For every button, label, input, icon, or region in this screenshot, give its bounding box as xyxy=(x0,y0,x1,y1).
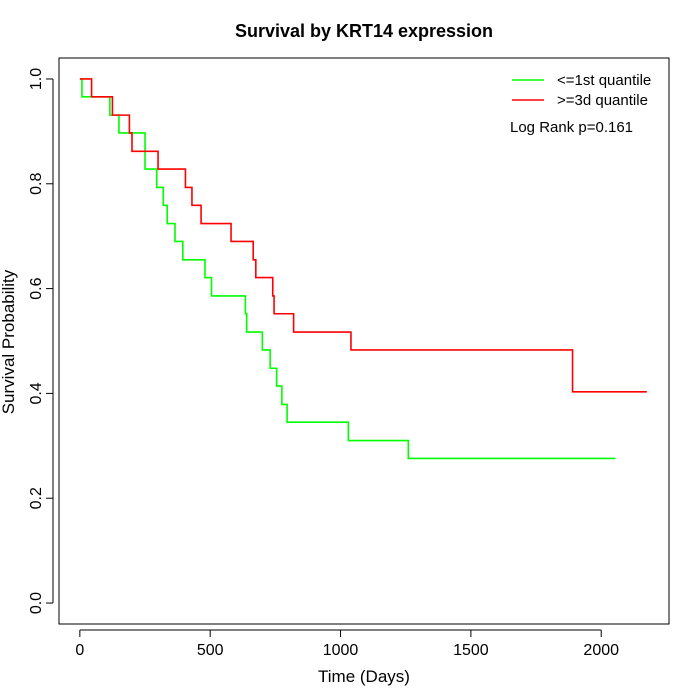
y-axis: 0.0 0.2 0.4 0.6 0.8 1.0 xyxy=(28,68,54,614)
legend: <=1st quantile >=3d quantile xyxy=(512,72,651,109)
chart-title: Survival by KRT14 expression xyxy=(235,21,493,41)
x-axis-label: Time (Days) xyxy=(318,667,410,686)
x-tick-label: 1500 xyxy=(453,642,489,659)
x-tick-label: 1000 xyxy=(323,642,359,659)
log-rank-annotation: Log Rank p=0.161 xyxy=(510,119,633,136)
series-layer xyxy=(79,78,647,460)
y-tick-label: 0.4 xyxy=(28,382,45,404)
series-line-2 xyxy=(79,78,647,393)
y-axis-label: Survival Probability xyxy=(0,269,18,414)
legend-label-2: >=3d quantile xyxy=(557,92,648,109)
x-axis: 0 500 1000 1500 2000 xyxy=(75,629,619,659)
legend-label-1: <=1st quantile xyxy=(557,72,651,89)
x-tick-label: 2000 xyxy=(583,642,619,659)
y-tick-label: 0.2 xyxy=(28,487,45,509)
series-line-1 xyxy=(79,78,616,460)
y-tick-label: 0.6 xyxy=(28,277,45,299)
x-tick-label: 0 xyxy=(75,642,84,659)
y-tick-label: 0.8 xyxy=(28,173,45,195)
y-tick-label: 1.0 xyxy=(28,68,45,90)
plot-frame xyxy=(58,57,670,625)
x-tick-label: 500 xyxy=(197,642,224,659)
y-tick-label: 0.0 xyxy=(28,592,45,614)
